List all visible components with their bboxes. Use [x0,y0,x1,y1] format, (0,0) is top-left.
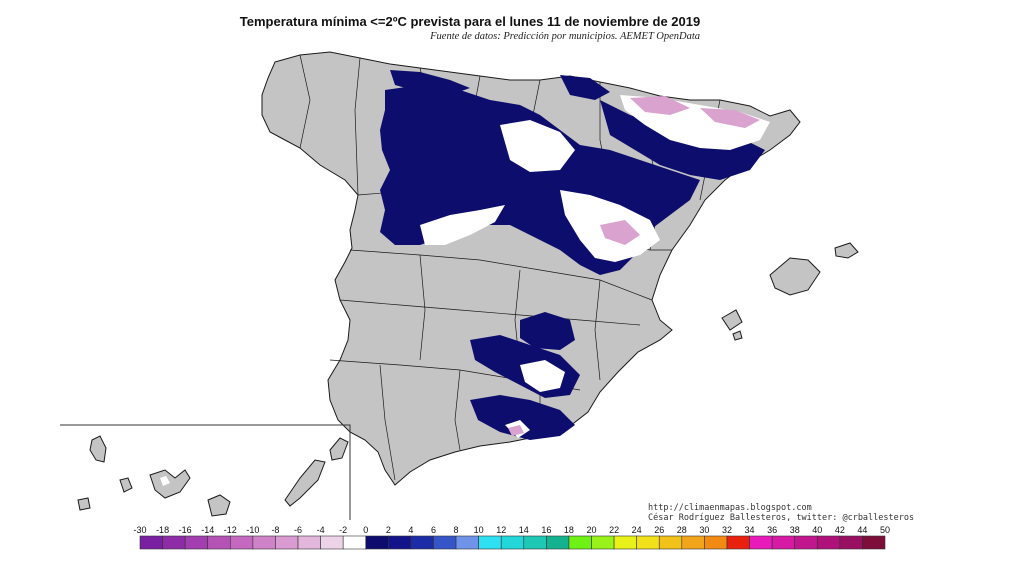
legend-tick-label: -4 [317,525,325,535]
legend-swatch [839,535,863,550]
map-subtitle: Fuente de datos: Predicción por municipi… [430,31,700,42]
severe-frost-zones [508,96,760,436]
legend-swatch [704,535,728,550]
legend-swatch [410,535,434,550]
legend-tick-label: 8 [454,525,459,535]
legend-swatch [658,535,683,550]
legend-swatch [184,535,209,550]
legend-swatch [816,535,841,550]
canary-islands-inset [60,424,351,520]
legend-tick-label: 0 [363,525,368,535]
legend-tick-label: 42 [835,525,845,535]
legend-tick-label: 20 [587,525,597,535]
legend-tick-label: 26 [654,525,664,535]
legend-swatch [455,535,479,550]
legend-swatch [726,535,750,550]
legend-swatch [388,535,412,550]
legend-swatch [342,535,367,550]
legend-tick-label: 16 [541,525,551,535]
legend-tick-label: -16 [179,525,192,535]
legend-tick-label: 18 [564,525,574,535]
legend-tick-label: 24 [632,525,642,535]
legend-swatch [139,535,163,550]
legend-swatch [523,535,547,550]
legend-tick-label: -12 [224,525,237,535]
legend-swatch [681,535,705,550]
credits: http://climaenmapas.blogspot.com César R… [648,503,914,523]
legend-swatch [613,535,637,550]
credits-author: César Rodríguez Ballesteros, twitter: @c… [648,513,915,523]
legend-tick-label: -18 [156,525,169,535]
legend-swatch [568,535,592,550]
legend-swatch [297,535,321,550]
legend-tick-label: 30 [699,525,709,535]
legend-tick-label: 28 [677,525,687,535]
legend-swatch [636,535,660,550]
legend-swatch [433,535,457,550]
legend-swatch [862,535,886,550]
legend-tick-label: 36 [767,525,777,535]
legend-swatch [365,535,389,550]
legend-tick-label: -14 [201,525,214,535]
legend-swatch [771,535,795,550]
legend-tick-label: 6 [431,525,436,535]
legend-swatch [794,535,818,550]
legend-tick-label: 2 [386,525,391,535]
legend-swatch [749,535,773,550]
legend-tick-label: -6 [294,525,302,535]
legend-swatch [275,535,299,550]
legend-swatch [546,535,570,550]
legend-swatch [252,535,276,550]
legend-tick-label: 4 [408,525,413,535]
legend-tick-label: 12 [496,525,506,535]
legend-tick-label: 44 [857,525,867,535]
legend-tick-label: 22 [609,525,619,535]
legend-tick-label: 50 [880,525,890,535]
credits-url[interactable]: http://climaenmapas.blogspot.com [648,503,812,513]
legend-swatch [162,535,186,550]
legend-tick-label: 38 [790,525,800,535]
legend-tick-label: 10 [474,525,484,535]
map-title: Temperatura mínima <=2ºC prevista para e… [239,14,701,29]
legend-swatch [591,535,615,550]
legend-swatch [320,535,344,550]
legend-tick-label: -10 [246,525,259,535]
legend-tick-label: -2 [339,525,347,535]
legend-tick-label: 32 [722,525,732,535]
legend-swatch [478,535,502,550]
legend-swatch [207,535,231,550]
balearic-islands [721,242,859,341]
legend-tick-label: 14 [519,525,529,535]
legend-swatch [230,535,254,550]
legend-tick-label: -8 [271,525,279,535]
legend-tick-label: 40 [812,525,822,535]
legend-swatch [500,535,525,550]
legend-tick-label: 34 [745,525,755,535]
legend-tick-label: -30 [133,525,146,535]
